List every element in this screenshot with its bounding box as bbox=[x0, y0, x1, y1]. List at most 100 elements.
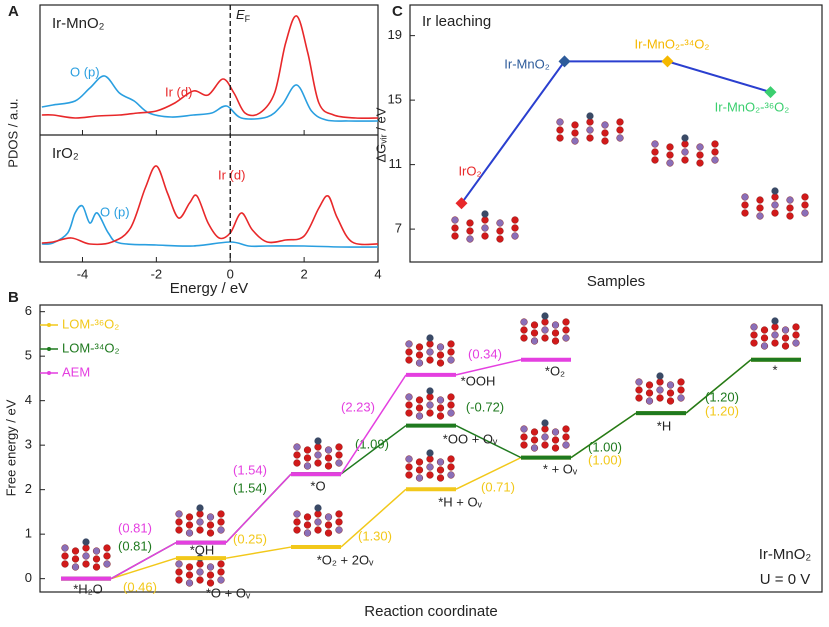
connector bbox=[110, 557, 177, 580]
atom bbox=[711, 148, 719, 156]
atom bbox=[616, 134, 624, 142]
atom bbox=[426, 393, 434, 401]
atom bbox=[426, 463, 434, 471]
atom bbox=[185, 579, 194, 587]
point-label: Ir-MnO₂ bbox=[504, 56, 550, 71]
atom bbox=[175, 568, 183, 576]
atom bbox=[666, 389, 675, 397]
atom bbox=[436, 359, 445, 367]
atom bbox=[601, 121, 609, 129]
atom bbox=[206, 571, 215, 579]
atom bbox=[781, 342, 790, 350]
atom bbox=[196, 568, 204, 576]
atom bbox=[511, 232, 519, 240]
atom bbox=[466, 235, 474, 243]
atom bbox=[415, 474, 424, 482]
atom bbox=[681, 156, 689, 164]
atom bbox=[293, 459, 301, 467]
atom bbox=[82, 560, 90, 568]
atom bbox=[696, 143, 704, 151]
atom bbox=[335, 443, 343, 451]
atom bbox=[496, 227, 504, 235]
step-label: (1.30) bbox=[358, 528, 392, 543]
x-axis-label: Samples bbox=[587, 273, 645, 290]
atom bbox=[551, 436, 560, 444]
atom bbox=[771, 187, 779, 195]
atom bbox=[466, 219, 474, 227]
atom bbox=[760, 334, 769, 342]
atom bbox=[481, 216, 489, 224]
atom bbox=[405, 401, 413, 409]
atom bbox=[196, 560, 204, 568]
pdos-curve bbox=[41, 15, 379, 120]
atom bbox=[645, 381, 654, 389]
atom bbox=[677, 394, 685, 402]
atom bbox=[324, 462, 333, 470]
point-label: Ir-MnO₂-³⁶O₂ bbox=[715, 99, 790, 114]
atom bbox=[61, 560, 69, 568]
atom bbox=[530, 337, 539, 345]
atom bbox=[206, 579, 215, 587]
atom bbox=[324, 529, 333, 537]
atom bbox=[562, 425, 570, 433]
step-label: (0.25) bbox=[233, 531, 267, 546]
legend-label: LOM-³⁶O₂ bbox=[62, 316, 119, 331]
atom bbox=[293, 510, 301, 518]
atom bbox=[436, 396, 445, 404]
atom bbox=[520, 433, 528, 441]
atom bbox=[541, 334, 549, 342]
atom bbox=[551, 428, 560, 436]
atom bbox=[541, 318, 549, 326]
annotation: Ir-MnO₂ bbox=[759, 546, 812, 563]
atom bbox=[447, 340, 455, 348]
step-label: (0.81) bbox=[118, 520, 152, 535]
atom bbox=[666, 143, 674, 151]
atom bbox=[556, 134, 564, 142]
atom bbox=[616, 118, 624, 126]
series-label: Ir (d) bbox=[218, 167, 245, 182]
atom bbox=[541, 419, 549, 427]
atom bbox=[206, 521, 215, 529]
atom bbox=[750, 339, 758, 347]
atom bbox=[217, 560, 225, 568]
step-label: (2.23) bbox=[341, 399, 375, 414]
atom bbox=[303, 529, 312, 537]
panel-b-frame bbox=[39, 304, 823, 593]
state-label: *H bbox=[657, 418, 671, 433]
atom bbox=[771, 323, 779, 331]
atom bbox=[185, 571, 194, 579]
atom bbox=[520, 441, 528, 449]
state-label: *OO + Oᵥ bbox=[443, 431, 498, 446]
atom bbox=[496, 219, 504, 227]
atom bbox=[562, 441, 570, 449]
atom bbox=[303, 521, 312, 529]
atom bbox=[530, 321, 539, 329]
atom bbox=[481, 224, 489, 232]
atom bbox=[520, 318, 528, 326]
atom bbox=[405, 340, 413, 348]
atom bbox=[405, 463, 413, 471]
connector bbox=[455, 358, 522, 376]
x-tick-label: -4 bbox=[77, 266, 89, 281]
step-label: (0.46) bbox=[123, 579, 157, 594]
atom bbox=[447, 409, 455, 417]
atom bbox=[405, 455, 413, 463]
step-label: (1.20) bbox=[705, 389, 739, 404]
atom bbox=[82, 544, 90, 552]
atom bbox=[415, 396, 424, 404]
atom bbox=[103, 544, 111, 552]
atom bbox=[436, 404, 445, 412]
atom bbox=[666, 381, 675, 389]
y-tick-label: 2 bbox=[25, 481, 32, 496]
x-axis-label: Energy / eV bbox=[170, 280, 248, 297]
atom bbox=[451, 224, 459, 232]
atom bbox=[436, 343, 445, 351]
atom bbox=[405, 348, 413, 356]
atom bbox=[196, 518, 204, 526]
atom bbox=[415, 458, 424, 466]
connector bbox=[570, 412, 637, 459]
atom bbox=[781, 334, 790, 342]
atom bbox=[601, 129, 609, 137]
atom bbox=[405, 393, 413, 401]
